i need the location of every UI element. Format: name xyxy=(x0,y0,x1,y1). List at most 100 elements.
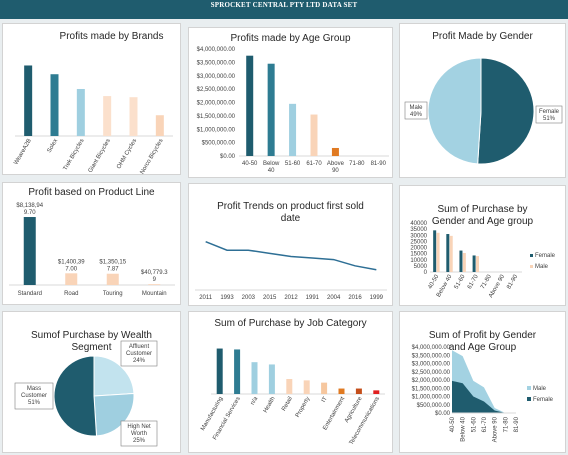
bar-property xyxy=(303,380,310,394)
y-tick-label: 30000 xyxy=(410,233,427,239)
panel-wealth[interactable]: Sumof Purchase by Wealth Segment Affluen… xyxy=(2,311,181,453)
x-tick-label: Mountain xyxy=(142,291,167,297)
bar-51-60 xyxy=(289,103,297,156)
bar-manufacturing xyxy=(216,348,223,394)
data-label: $8,138,94 xyxy=(16,203,43,209)
legend-swatch-male xyxy=(527,386,531,390)
y-tick-label: 35000 xyxy=(410,227,427,233)
x-tick-label: Standard xyxy=(18,291,42,297)
data-label: 7.87 xyxy=(107,267,119,273)
panel-job[interactable]: Sum of Purchase by Job Category Manufact… xyxy=(188,311,393,453)
bar-male-51-60 xyxy=(462,253,466,272)
bar-norco-bicycles xyxy=(155,115,164,136)
y-tick-label: 0 xyxy=(424,270,428,276)
data-label-female: Female xyxy=(539,109,560,115)
x-tick-label: 71-80 xyxy=(503,416,509,432)
legend-label: Female xyxy=(533,397,554,403)
data-label-affluent: 24% xyxy=(133,358,146,364)
x-tick-label: Above xyxy=(327,161,345,167)
chart-title: Sum of Profit by Gender and Age Group xyxy=(400,318,565,354)
x-tick-label: 2003 xyxy=(242,295,256,301)
dashboard-title: SPROCKET CENTRAL PTY LTD DATA SET xyxy=(0,0,568,19)
legend-swatch-male xyxy=(530,265,533,268)
data-label-affluent: Customer xyxy=(126,351,152,357)
y-tick-label: $4,000,000.00 xyxy=(197,47,236,53)
panel-purchase-gender-age[interactable]: Sum of Purchase by Gender and Age group … xyxy=(399,185,566,306)
trend-line xyxy=(205,240,377,271)
x-tick-label: 90 xyxy=(332,168,339,174)
x-tick-label: 2015 xyxy=(263,295,277,301)
x-tick-label: 2011 xyxy=(199,295,213,301)
x-tick-label: Health xyxy=(263,396,277,414)
x-tick-label: WeareA2B xyxy=(13,138,33,166)
chart-title: Profits made by Brands xyxy=(59,31,164,42)
chart-svg: 4000035000300002500020000150001000050000… xyxy=(410,221,555,299)
data-label: $40,779.3 xyxy=(141,270,168,276)
x-tick-label: 51-60 xyxy=(471,416,477,432)
data-label-female-box xyxy=(535,105,563,124)
bar-retail xyxy=(286,379,293,394)
bar-financial-services xyxy=(234,349,241,394)
y-tick-label: $2,500,000.00 xyxy=(412,370,451,376)
slice-affluent-customer xyxy=(93,355,135,397)
bar-giant-bicycles xyxy=(103,96,112,136)
bar-below-40 xyxy=(267,63,275,156)
bar-wearea2b xyxy=(24,65,33,136)
x-tick-label: 51-60 xyxy=(454,273,467,290)
x-tick-label: 81-90 xyxy=(514,416,520,432)
y-tick-label: 15000 xyxy=(410,252,427,258)
panel-age[interactable]: Profits made by Age Group $4,000,000.00 $… xyxy=(188,27,393,178)
chart-title: Profit Trends on product first sold date xyxy=(189,189,392,225)
x-tick-label: Solex xyxy=(47,138,60,154)
x-tick-label: Retail xyxy=(281,396,294,412)
y-tick-label: $1,000,000.00 xyxy=(412,395,451,401)
x-tick-label: 61-70 xyxy=(482,416,488,432)
bar-female-61-70 xyxy=(472,255,476,272)
panel-profit-gender-age[interactable]: Sum of Profit by Gender and Age Group $4… xyxy=(399,311,566,453)
slice-male xyxy=(427,57,482,165)
panel-productline[interactable]: Profit based on Product Line $8,138,94 9.… xyxy=(2,182,181,305)
x-tick-label: 40-50 xyxy=(242,161,258,167)
x-tick-label: 51-60 xyxy=(285,161,301,167)
x-tick-label: 2012 xyxy=(284,295,298,301)
y-tick-label: $3,000,000.00 xyxy=(412,362,451,368)
data-label-mass: Customer xyxy=(21,393,47,399)
data-label-male: 49% xyxy=(410,112,423,118)
bar-agriculture xyxy=(355,388,362,394)
panel-trend[interactable]: Profit Trends on product first sold date… xyxy=(188,183,393,306)
chart-title: Profit Made by Gender xyxy=(432,31,533,42)
x-tick-label: Below xyxy=(263,161,280,167)
bar-it xyxy=(321,382,328,394)
data-label-high-net-worth: Worth xyxy=(131,431,147,437)
data-label: $1,350,15 xyxy=(99,260,126,266)
panel-brands[interactable]: Profits made by Brands WeareA2B Solex Trek… xyxy=(2,23,181,175)
bar-above-90 xyxy=(331,147,339,156)
x-tick-label: 61-70 xyxy=(467,273,480,290)
x-tick-label: 1993 xyxy=(220,295,234,301)
x-tick-label: Agriculture xyxy=(344,395,364,423)
y-tick-label: 40000 xyxy=(410,221,427,227)
y-tick-label: 25000 xyxy=(410,239,427,245)
bar-road xyxy=(65,273,78,285)
panel-gender[interactable]: Profit Made by Gender Female 51% Male 49% xyxy=(399,23,566,178)
x-tick-label: Road xyxy=(64,291,78,297)
y-tick-label: $1,000,000.00 xyxy=(197,127,236,133)
y-tick-label: $4,000,000.00 xyxy=(412,345,451,351)
data-label-high-net-worth-box xyxy=(120,420,158,447)
data-label: $1,400,39 xyxy=(58,259,85,265)
chart-title-text: Profit Trends on product first sold date xyxy=(217,201,364,224)
data-label-male-box xyxy=(404,101,428,120)
chart-svg: 2011 1993 2003 2015 2012 1991 2004 2016 1999 xyxy=(195,240,387,301)
chart-svg: $4,000,000.00 $3,500,000.00 $3,000,000.00 $… xyxy=(197,47,389,174)
chart-title: Sum of Purchase by Gender and Age group xyxy=(400,192,565,228)
x-tick-label: OHM Cycles xyxy=(116,138,138,170)
y-tick-label: 20000 xyxy=(410,246,427,252)
data-label: 9 xyxy=(153,277,157,283)
bar-female-51-60 xyxy=(459,250,463,272)
bar-40-50 xyxy=(246,55,254,156)
chart-svg: $8,138,949.70 Standard $1,400,397.00 Road $1… xyxy=(9,203,175,297)
x-tick-label: 1999 xyxy=(370,295,384,301)
data-label-male: Male xyxy=(409,105,423,111)
x-tick-label: IT xyxy=(321,396,329,404)
